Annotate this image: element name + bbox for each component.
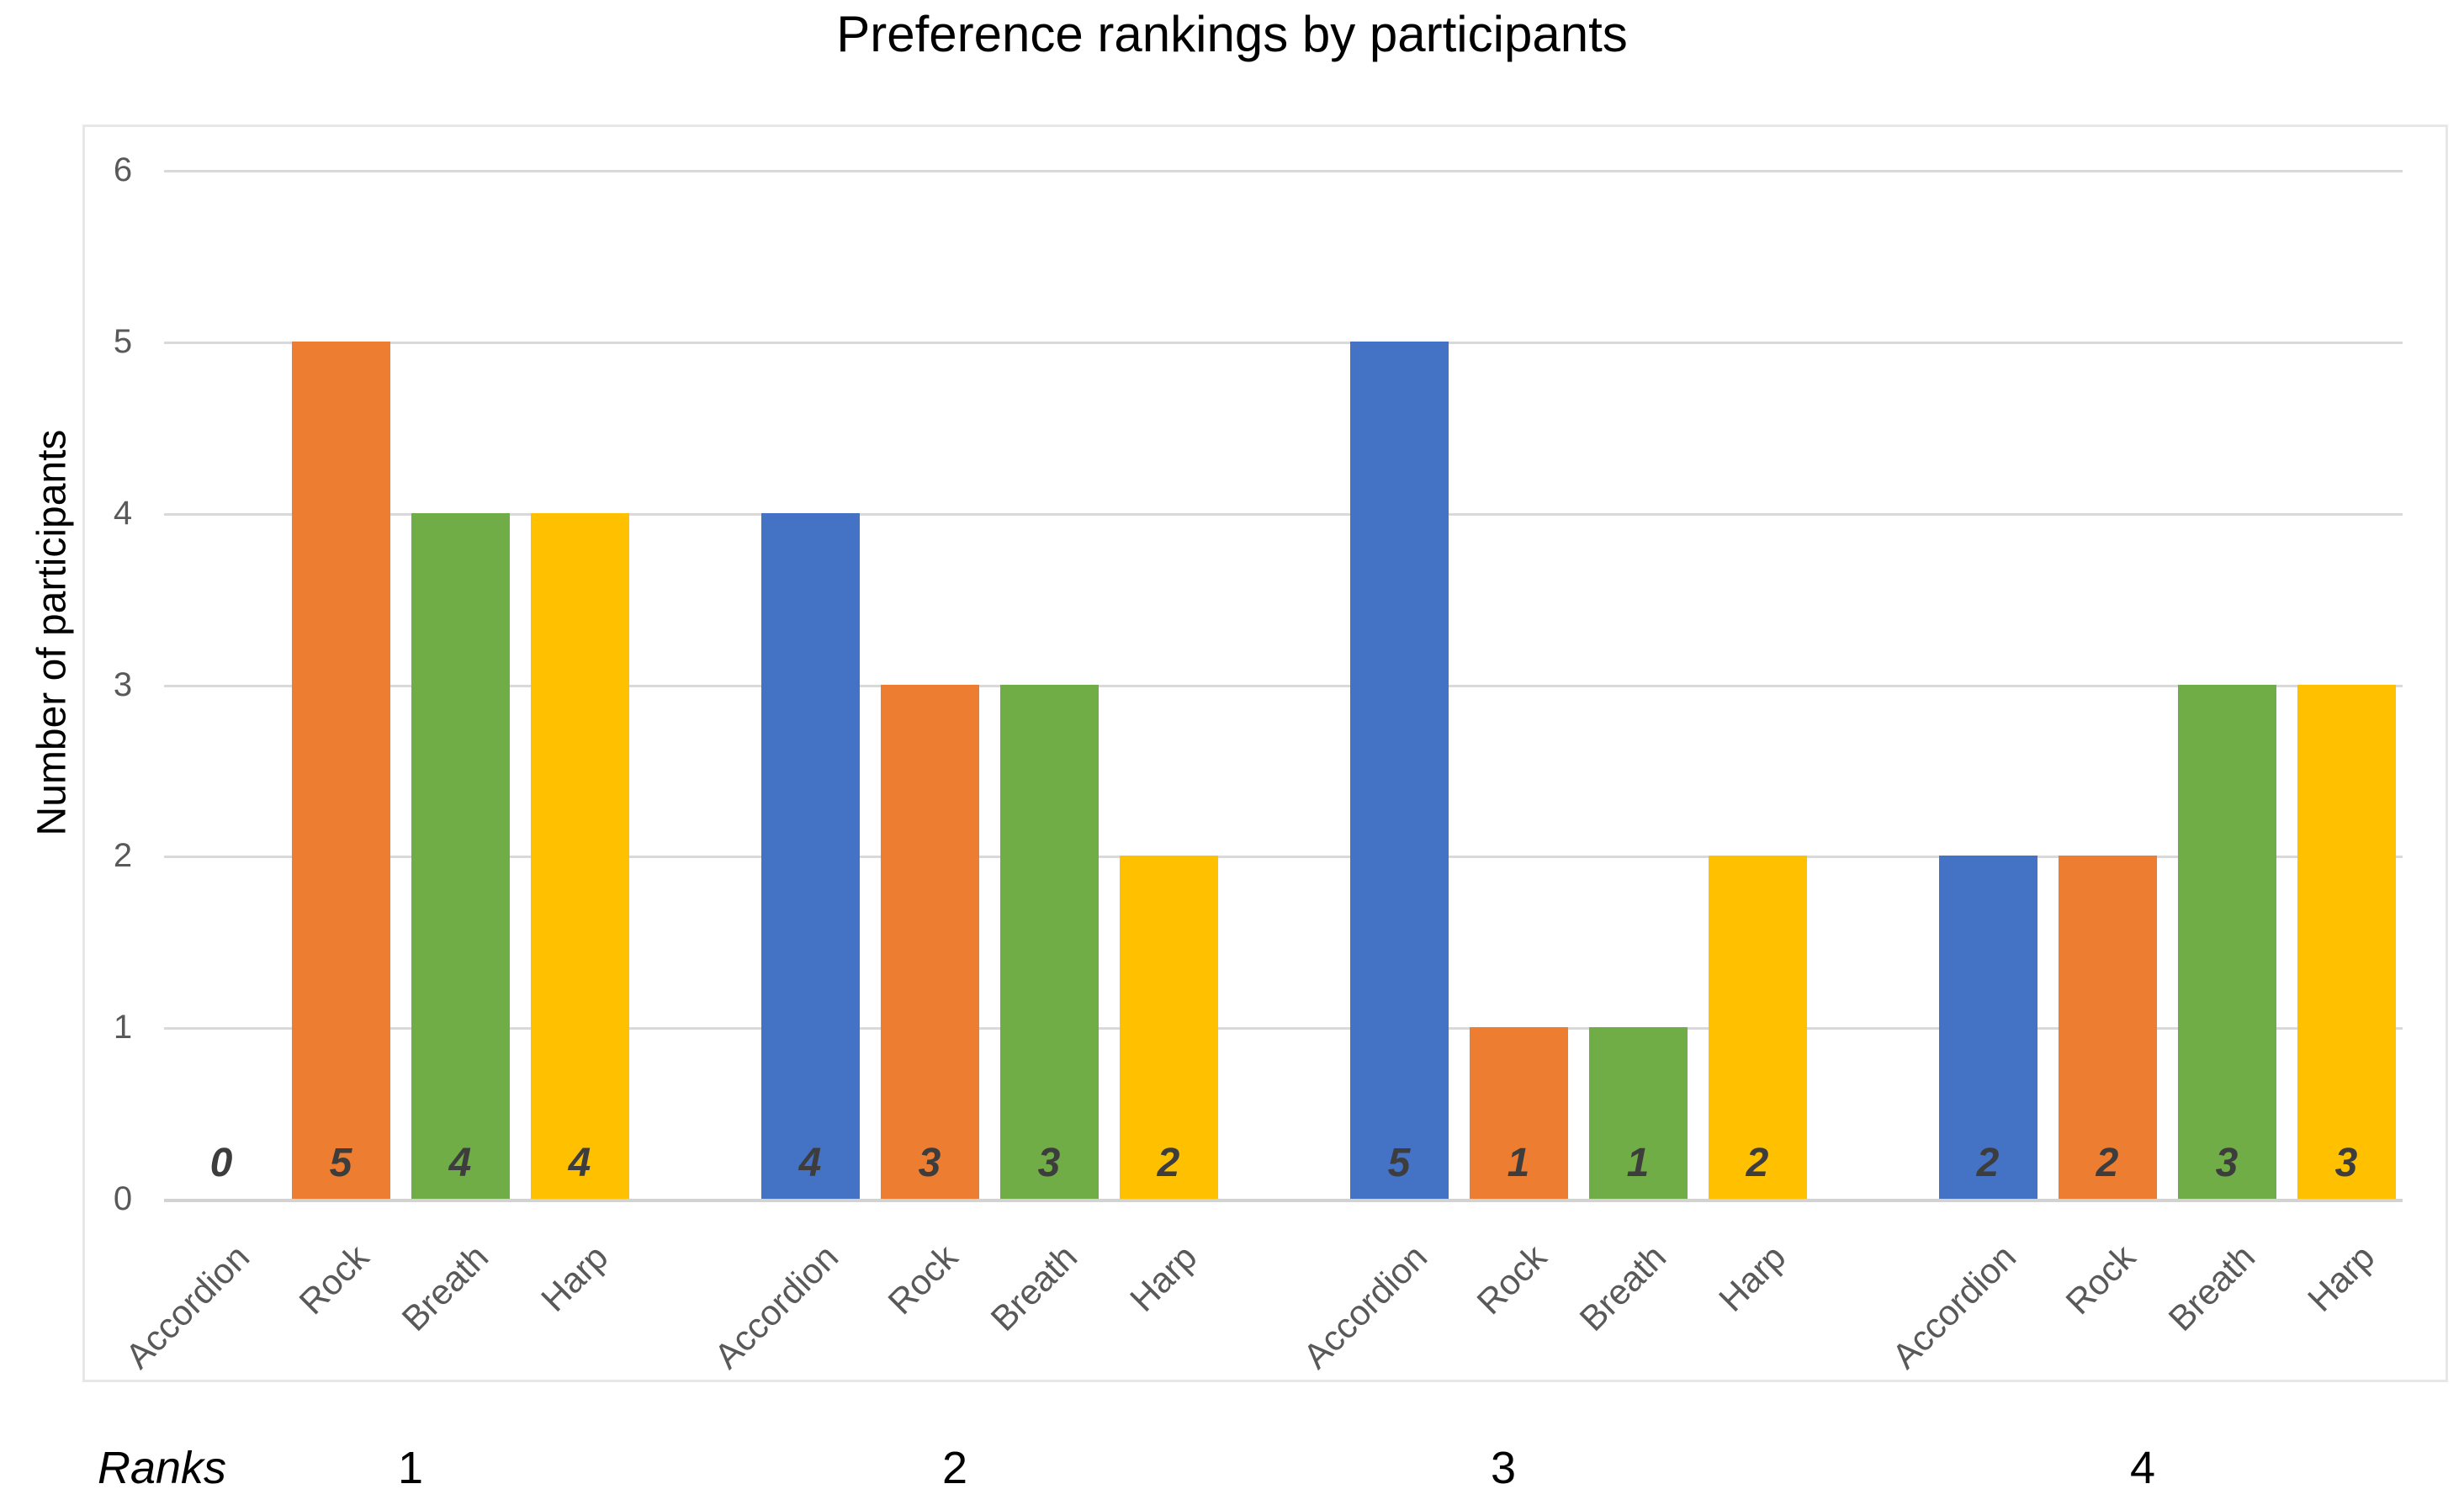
category-label-rank2-breath: Breath [983, 1237, 1085, 1339]
data-label-rank3-breath: 1 [1626, 1141, 1650, 1185]
y-tick-label-0: 0 [113, 1180, 133, 1217]
rank-label-4: 4 [2129, 1443, 2156, 1493]
bar-rank3-rock [1470, 1027, 1568, 1199]
data-label-rank3-harp: 2 [1746, 1141, 1769, 1185]
category-label-rank1-breath: Breath [394, 1237, 496, 1339]
data-label-rank2-accordion: 4 [798, 1141, 822, 1185]
bar-rank2-harp [1120, 856, 1218, 1199]
category-label-rank3-harp: Harp [1710, 1237, 1794, 1319]
bar-rank4-rock [2059, 856, 2157, 1199]
category-label-rank2-accordion: Accordion [707, 1237, 846, 1376]
data-label-rank1-breath: 4 [448, 1141, 472, 1185]
gridline-y1 [164, 1027, 2403, 1030]
gridline-y6 [164, 170, 2403, 172]
bar-rank2-accordion [761, 513, 860, 1199]
data-label-rank3-accordion: 5 [1387, 1141, 1411, 1185]
bar-rank4-breath [2178, 685, 2276, 1199]
bar-rank1-breath [411, 513, 510, 1199]
category-label-rank1-rock: Rock [291, 1237, 377, 1322]
y-axis-title: Number of participants [29, 429, 75, 836]
data-label-rank4-breath: 3 [2215, 1141, 2239, 1185]
data-label-rank3-rock: 1 [1507, 1141, 1530, 1185]
x-axis-line [164, 1199, 2403, 1202]
data-label-rank1-accordion: 0 [209, 1141, 233, 1185]
category-label-rank4-accordion: Accordion [1884, 1237, 2024, 1376]
bar-rank1-harp [531, 513, 629, 1199]
bar-rank3-accordion [1350, 342, 1449, 1199]
category-label-rank2-rock: Rock [880, 1237, 966, 1322]
category-label-rank4-harp: Harp [2299, 1237, 2382, 1319]
gridline-y2 [164, 856, 2403, 858]
y-tick-label-3: 3 [113, 666, 133, 703]
gridline-y3 [164, 685, 2403, 687]
data-label-rank2-breath: 3 [1037, 1141, 1061, 1185]
bar-rank4-accordion [1939, 856, 2037, 1199]
category-label-rank1-harp: Harp [533, 1237, 616, 1319]
category-label-rank3-rock: Rock [1469, 1237, 1555, 1322]
chart-title: Preference rankings by participants [836, 6, 1628, 62]
category-label-rank4-rock: Rock [2058, 1237, 2143, 1322]
rank-label-3: 3 [1490, 1443, 1517, 1493]
data-label-rank1-rock: 5 [329, 1141, 352, 1185]
x-axis-title: Ranks [98, 1443, 227, 1493]
bar-rank1-rock [292, 342, 390, 1199]
category-label-rank3-breath: Breath [1571, 1237, 1674, 1339]
bar-rank4-harp [2297, 685, 2396, 1199]
y-tick-label-5: 5 [113, 323, 133, 360]
data-label-rank4-rock: 2 [2096, 1141, 2119, 1185]
y-tick-label-2: 2 [113, 837, 133, 874]
bar-rank3-harp [1709, 856, 1807, 1199]
rank-label-1: 1 [397, 1443, 424, 1493]
y-tick-label-4: 4 [113, 495, 133, 532]
data-label-rank1-harp: 4 [568, 1141, 591, 1185]
rank-label-2: 2 [941, 1443, 968, 1493]
data-label-rank2-rock: 3 [918, 1141, 941, 1185]
category-label-rank3-accordion: Accordion [1296, 1237, 1435, 1376]
bar-rank2-rock [881, 685, 979, 1199]
category-label-rank4-breath: Breath [2160, 1237, 2263, 1339]
y-tick-label-6: 6 [113, 151, 133, 188]
category-label-rank1-accordion: Accordion [118, 1237, 257, 1376]
category-label-rank2-harp: Harp [1121, 1237, 1205, 1319]
data-label-rank4-harp: 3 [2334, 1141, 2358, 1185]
data-label-rank4-accordion: 2 [1976, 1141, 2000, 1185]
gridline-y5 [164, 342, 2403, 344]
plot-area: 0 1 2 3 4 5 6 0 Accordion 5 Rock 4 Breath 4 Harp 4 Accor… [82, 125, 2448, 1382]
gridline-y4 [164, 513, 2403, 516]
data-label-rank2-harp: 2 [1157, 1141, 1180, 1185]
y-tick-label-1: 1 [113, 1009, 133, 1046]
bar-rank2-breath [1000, 685, 1099, 1199]
bar-rank3-breath [1589, 1027, 1688, 1199]
